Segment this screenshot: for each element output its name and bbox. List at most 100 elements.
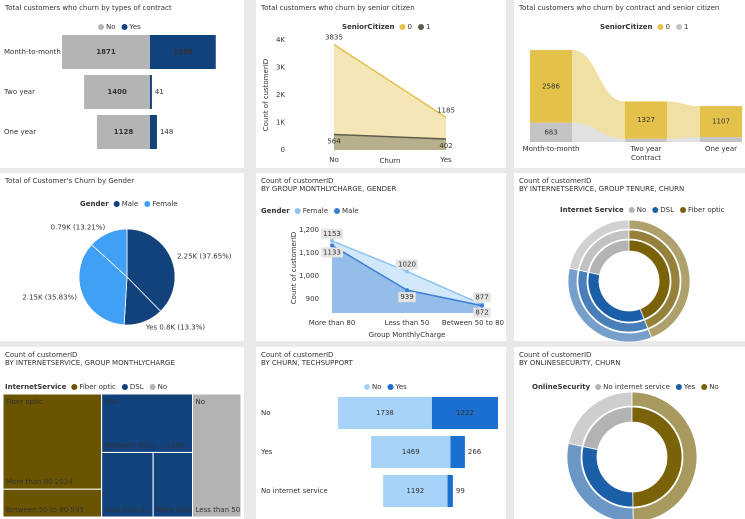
pie-slice <box>91 228 128 278</box>
chart-subtitle: BY INTERNETSERVICE, GROUP MONTHLYCHARGE <box>5 359 175 367</box>
chart-title: Total of Customer's Churn by Gender <box>4 177 134 185</box>
leaf-label: Between 50 to 80 593 <box>6 506 84 514</box>
legend-label: Male <box>122 200 139 208</box>
bar <box>96 115 150 149</box>
legend-title: OnlineSecurity <box>532 383 591 391</box>
sunburst-arc <box>628 219 691 339</box>
x-tick-label: One year <box>705 145 737 153</box>
data-label: 402 <box>439 142 452 150</box>
legend-title: InternetService <box>5 383 67 391</box>
category-label: Two year <box>3 88 35 96</box>
treemap-leaf <box>101 393 194 453</box>
sunburst-arc <box>581 446 634 508</box>
legend-label: Female <box>152 200 177 208</box>
data-label: 1020 <box>398 260 416 268</box>
data-label: 1192 <box>406 487 424 495</box>
data-label: 877 <box>475 293 488 301</box>
line <box>333 133 447 140</box>
panel <box>256 173 506 341</box>
legend-label: No <box>106 23 116 31</box>
y-tick-label: 2K <box>276 91 285 99</box>
legend-title: SeniorCitizen <box>342 23 395 31</box>
legend-marker <box>364 384 370 390</box>
legend-marker <box>652 207 659 213</box>
x-tick-label: Between 50 to 80 <box>442 319 504 327</box>
panel <box>256 0 506 168</box>
data-label-box <box>473 307 491 318</box>
legend-label: Yes <box>683 383 696 391</box>
legend-marker <box>121 24 128 30</box>
data-label: 1107 <box>712 118 730 126</box>
chart-title: Total customers who churn by types of co… <box>4 4 172 12</box>
funnel-bar <box>383 475 448 507</box>
leaf-name: Between 50 to 80 <box>6 506 68 514</box>
leaf-label: Less than 50 <box>196 506 241 514</box>
legend-label: Fiber optic <box>688 206 725 214</box>
data-label: 1738 <box>376 409 394 417</box>
data-label: 266 <box>468 448 482 456</box>
legend-title: Internet Service <box>560 206 624 214</box>
sunburst-arc <box>587 272 645 323</box>
data-label: 3835 <box>325 34 343 42</box>
legend-marker <box>418 24 424 30</box>
legend-marker <box>387 384 394 390</box>
marker <box>330 238 334 243</box>
treemap-leaf <box>101 451 154 518</box>
treemap-leaf <box>192 393 242 518</box>
chart-title: Count of customerID <box>5 351 77 359</box>
leaf-name: More than ... <box>156 506 200 514</box>
funnel-bar <box>450 436 465 468</box>
data-label: 564 <box>327 137 341 145</box>
legend-marker <box>676 24 682 30</box>
area-fill <box>332 245 482 313</box>
ribbon <box>667 101 700 139</box>
chart-title: Total customers who churn by contract an… <box>518 4 719 12</box>
legend-title: Gender <box>261 207 290 215</box>
legend-marker <box>121 384 128 390</box>
ribbon <box>572 50 625 139</box>
ribbon-column <box>625 101 667 139</box>
chart-title: Count of customerID <box>261 351 333 359</box>
leaf-value: 2034 <box>55 478 73 486</box>
group-label: Fiber optic <box>6 398 43 406</box>
treemap-leaf <box>2 488 103 518</box>
leaf-name: Less than 5... <box>105 506 152 514</box>
data-label-box <box>396 259 418 270</box>
ribbon-column <box>700 106 742 138</box>
leaf-name: Between 50 to ... <box>105 441 165 449</box>
y-tick-label: 3K <box>276 64 285 72</box>
funnel-bar <box>371 436 451 468</box>
data-label: 2.25K (37.65%) <box>177 253 232 261</box>
marker <box>480 303 484 308</box>
bar <box>150 115 157 149</box>
sunburst-arc <box>631 391 698 519</box>
data-label: 1469 <box>402 448 420 456</box>
x-tick-label: No <box>329 156 339 164</box>
legend-label: No <box>158 383 168 391</box>
ribbon-column <box>530 50 572 123</box>
x-axis-label: Churn <box>380 157 401 165</box>
leaf-name: Less than 50 <box>196 506 241 514</box>
ribbon <box>667 137 700 142</box>
ribbon-column <box>625 138 667 142</box>
leaf-value: 1150 <box>167 441 185 449</box>
x-axis-label: Contract <box>631 154 661 162</box>
ribbon <box>572 122 625 142</box>
chart-subtitle: BY GROUP MONTHLYCHARGE, GENDER <box>261 185 396 193</box>
area-fill <box>332 240 482 313</box>
marker <box>330 243 334 248</box>
legend-marker <box>399 24 406 30</box>
data-label: 939 <box>400 293 413 301</box>
panel <box>256 347 506 519</box>
bar <box>150 35 216 69</box>
y-tick-label: 1,200 <box>299 226 319 234</box>
x-tick-label: Month-to-month <box>523 145 580 153</box>
legend-label: DSL <box>660 206 674 214</box>
bar <box>150 75 152 109</box>
chart-subtitle: BY ONLINESECURITY, CHURN <box>519 359 620 367</box>
legend-marker <box>595 384 602 390</box>
leaf-label: More than 80 2034 <box>6 478 73 486</box>
data-label-box <box>473 292 491 303</box>
data-label: 1222 <box>456 409 474 417</box>
